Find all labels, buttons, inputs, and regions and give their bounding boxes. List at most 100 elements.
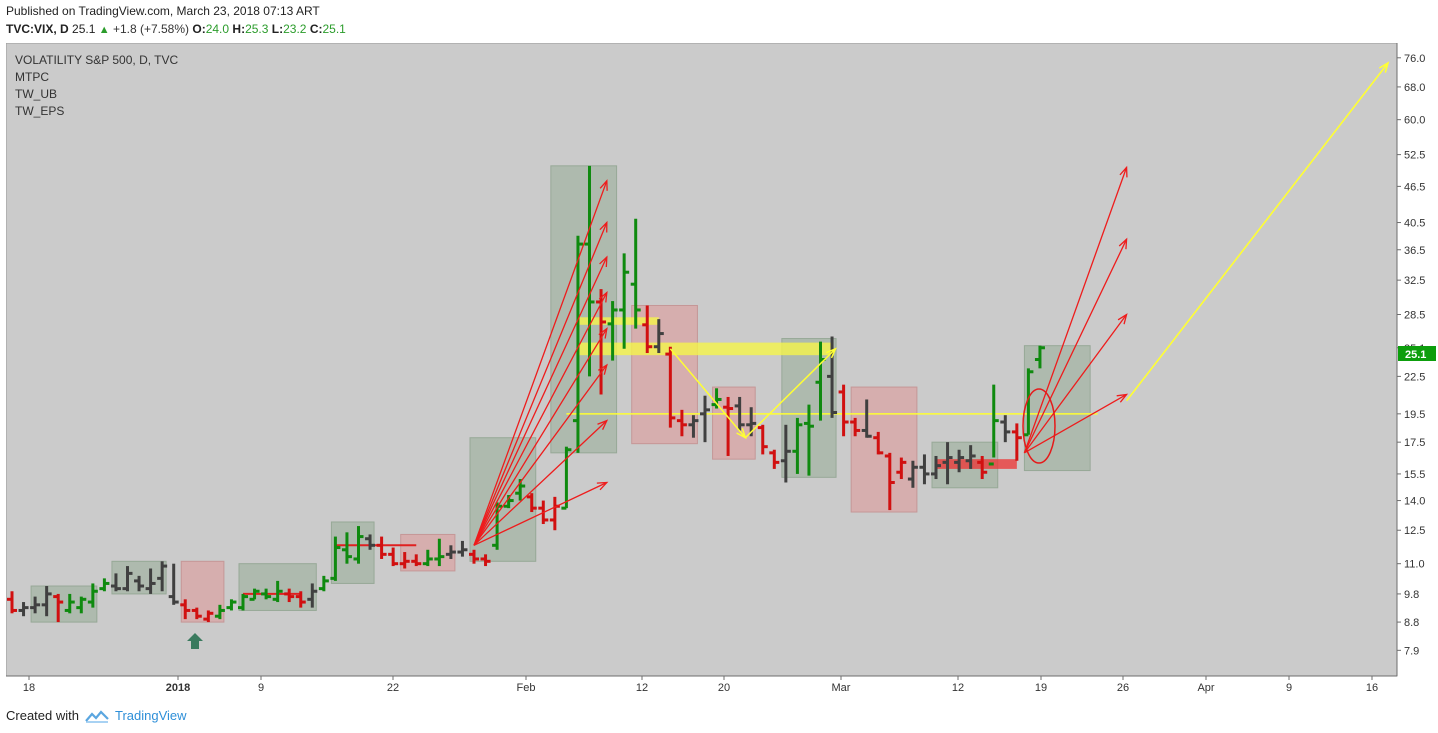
close-label: C: [309, 22, 323, 36]
close-value: 25.1 [322, 22, 346, 36]
red-projection-arrow [1023, 165, 1128, 454]
red-projection-arrow [473, 363, 608, 546]
time-tick-label: 18 [23, 682, 35, 694]
price-change: +1.8 (+7.58%) [112, 22, 190, 36]
ohlc-bar [653, 319, 664, 354]
ohlc-bar [353, 526, 364, 564]
time-tick-label: 12 [636, 682, 648, 694]
ohlc-bar [203, 610, 214, 623]
ohlc-bar [191, 607, 202, 620]
red-projection-arrow [1024, 393, 1129, 454]
high-label: H: [232, 22, 246, 36]
time-tick-label: 22 [387, 682, 399, 694]
ohlc-bar [734, 396, 745, 431]
red-projection-arrow [473, 327, 608, 546]
ohlc-bar [700, 395, 710, 443]
ohlc-bar [1011, 423, 1022, 461]
tradingview-link[interactable]: TradingView [114, 708, 187, 723]
time-tick-label: 26 [1117, 682, 1129, 694]
ohlc-bar [642, 305, 653, 354]
ohlc-bar [526, 493, 537, 513]
price-tick-label: 8.8 [1404, 617, 1419, 629]
ohlc-bar [572, 235, 583, 453]
ohlc-bar [884, 452, 895, 511]
price-axis: 7.9 8.8 9.8 11.0 12.5 14.0 15.5 17.5 19.5 22.5 25.… [1397, 53, 1425, 657]
ohlc-bar [619, 253, 630, 349]
red-projection-arrow [473, 220, 608, 546]
price-tick-label: 19.5 [1404, 409, 1425, 421]
red-projection-arrow [473, 481, 609, 546]
price-tick-label: 68.0 [1404, 82, 1425, 94]
low-label: L: [271, 22, 284, 36]
buy-arrow-icon [187, 633, 203, 649]
chart[interactable]: 7.9 8.8 9.8 11.0 12.5 14.0 15.5 17.5 19.5 22.5 25.… [6, 43, 1438, 697]
ohlc-bar [76, 596, 87, 614]
ohlc-bar [965, 445, 976, 469]
ohlc-bar [30, 596, 41, 614]
price-tick-label: 46.5 [1404, 181, 1425, 193]
time-tick-label: 12 [952, 682, 964, 694]
symbol-ohlc-line: TVC:VIX, D 25.1 ▲ +1.8 (+7.58%) O:24.0 H… [6, 22, 346, 36]
ohlc-bar [469, 549, 479, 564]
ohlc-bar [907, 460, 918, 488]
ohlc-bar [480, 554, 491, 567]
ohlc-bar [723, 396, 734, 456]
ohlc-bar [87, 583, 98, 608]
ohlc-bar [607, 301, 618, 361]
plot-area[interactable] [6, 43, 1398, 677]
ohlc-bar [434, 538, 445, 567]
red-projection-arrow [1023, 237, 1128, 454]
ohlc-bar [954, 449, 965, 473]
time-tick-label: 9 [258, 682, 264, 694]
red-projection-arrow [473, 255, 608, 546]
ohlc-bar [596, 289, 607, 395]
ohlc-bar [757, 424, 768, 455]
ohlc-bar [977, 455, 988, 480]
time-tick-label: 2018 [166, 682, 190, 694]
last-price: 25.1 [72, 22, 96, 36]
red-projection-arrow [473, 419, 609, 546]
ohlc-bar [711, 388, 722, 409]
ohlc-bar [134, 575, 145, 592]
legend-indicator: TW_UB [15, 87, 57, 101]
zone-box [469, 437, 537, 562]
ohlc-bar [168, 563, 179, 605]
ohlc-bar [145, 568, 156, 594]
ohlc-bar [584, 165, 595, 377]
ohlc-bar [411, 554, 422, 567]
ohlc-bar [676, 409, 687, 437]
ohlc-bar [445, 545, 456, 559]
ohlc-bar [284, 588, 295, 603]
yellow-projection-arrow [744, 347, 837, 439]
time-axis: 18 2018 9 22 Feb 12 20 Mar 12 19 26 Apr 9 16 [23, 676, 1378, 694]
ohlc-bar [792, 417, 803, 474]
ohlc-bar [850, 417, 861, 437]
time-tick-label: 9 [1286, 682, 1292, 694]
ohlc-bar [1023, 368, 1034, 437]
red-projection-arrow [1023, 313, 1128, 454]
legend-title: VOLATILITY S&P 500, D, TVC [15, 53, 179, 67]
price-tick-label: 14.0 [1404, 496, 1425, 508]
time-tick-label: 20 [718, 682, 730, 694]
price-tick-label: 7.9 [1404, 645, 1419, 657]
level-lines [243, 317, 1098, 595]
price-tag-label: 25.1 [1405, 349, 1426, 361]
symbol-name: TVC:VIX, D [6, 22, 69, 36]
ohlc-bar [99, 578, 110, 592]
ohlc-bar [838, 384, 849, 437]
ohlc-bar [1034, 345, 1045, 369]
ohlc-bar [630, 218, 641, 329]
ohlc-bar [896, 457, 907, 480]
ohlc-bar [180, 599, 191, 620]
ohlc-bar [318, 575, 329, 592]
ohlc-bar [665, 346, 676, 428]
ohlc-bar [861, 399, 872, 438]
ohlc-bar [341, 532, 352, 564]
time-tick-label: 19 [1035, 682, 1047, 694]
ohlc-bar [272, 580, 283, 603]
legend-indicator: TW_EPS [15, 104, 64, 118]
ohlc-bar [422, 549, 433, 567]
price-tick-label: 76.0 [1404, 53, 1425, 65]
ohlc-bar [41, 586, 52, 617]
price-tick-label: 15.5 [1404, 469, 1425, 481]
